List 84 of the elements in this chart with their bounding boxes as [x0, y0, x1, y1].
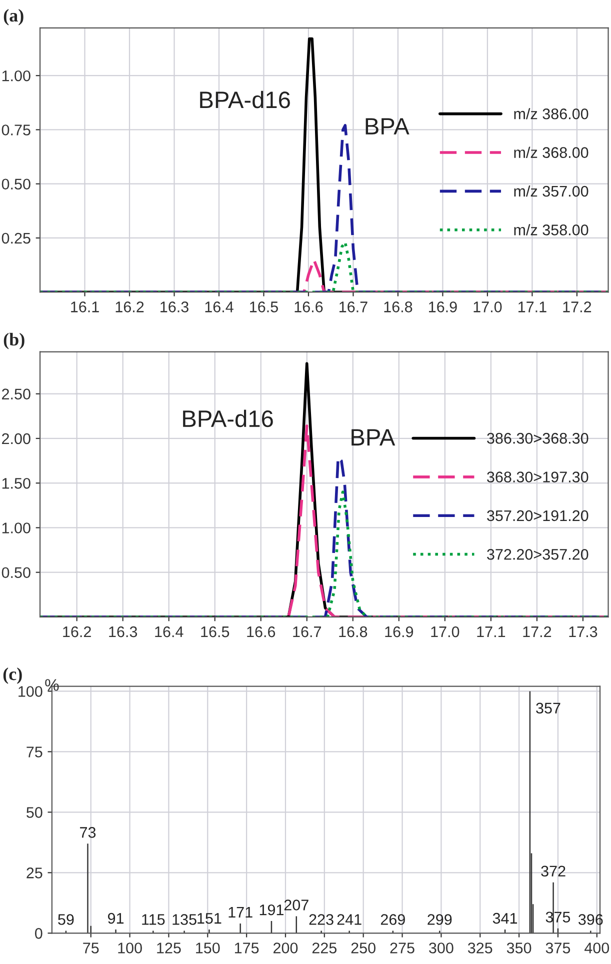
x-tick-label: 225 — [312, 942, 337, 954]
x-tick-label: 16.1 — [71, 302, 99, 312]
legend-label: m/z 358.00 — [514, 224, 588, 236]
legend-label: 386.30>368.30 — [487, 432, 588, 444]
x-tick-label: 16.9 — [385, 626, 414, 638]
y-tick-label: 0 — [35, 928, 42, 939]
x-tick-label: 400 — [584, 942, 610, 954]
x-tick-label: 325 — [468, 942, 492, 954]
annotation: 341 — [492, 912, 518, 924]
annotation: BPA-d16 — [200, 90, 290, 108]
x-tick-label: 350 — [506, 942, 532, 954]
chart-title: (c) — [3, 668, 22, 684]
x-tick-label: 16.6 — [247, 626, 276, 638]
legend-label: 368.30>197.30 — [487, 472, 588, 482]
annotation: 191 — [260, 904, 284, 916]
x-tick-label: 200 — [274, 942, 298, 954]
annotation: 73 — [80, 827, 96, 838]
annotation: 299 — [428, 914, 452, 925]
annotation: 241 — [337, 914, 362, 925]
annotation: 151 — [198, 913, 222, 924]
x-tick-label: 17.0 — [474, 302, 502, 312]
x-tick-label: 16.5 — [250, 302, 278, 312]
y-tick-label: 2.50 — [2, 388, 30, 400]
chart-title: (a) — [4, 8, 24, 26]
x-tick-label: 16.2 — [63, 626, 91, 638]
y-tick-label: 75 — [26, 746, 42, 758]
y-tick-label: 1.00 — [2, 522, 30, 534]
x-tick-label: 17.1 — [518, 302, 546, 312]
annotation: 372 — [541, 866, 566, 877]
x-tick-label: 16.7 — [293, 626, 321, 638]
x-tick-label: 16.4 — [155, 626, 184, 638]
x-tick-label: 175 — [234, 942, 259, 954]
y-tick-label: 0.50 — [2, 178, 30, 190]
x-tick-label: 16.3 — [160, 302, 188, 312]
x-tick-label: 16.4 — [205, 302, 234, 312]
x-tick-label: 300 — [429, 942, 454, 954]
y-tick-label: 50 — [26, 807, 42, 818]
x-tick-label: 375 — [546, 942, 570, 954]
x-tick-label: 16.5 — [201, 626, 230, 638]
legend-label: 372.20>357.20 — [487, 548, 588, 560]
annotation: 357 — [536, 702, 560, 714]
x-tick-label: 16.3 — [109, 626, 138, 638]
annotation: BPA — [352, 429, 396, 446]
y-tick-label: 1.50 — [2, 478, 30, 489]
annotation: 269 — [380, 914, 405, 925]
x-tick-label: 100 — [118, 942, 142, 954]
y-tick-label: 1.00 — [2, 70, 30, 82]
annotation: 115 — [142, 914, 165, 925]
legend-label: m/z 368.00 — [514, 146, 588, 158]
x-tick-label: 16.6 — [294, 302, 323, 312]
legend-label: m/z 357.00 — [514, 185, 588, 197]
x-tick-label: 17.2 — [523, 626, 552, 638]
y-tick-label: 0.50 — [2, 567, 30, 578]
annotation: BPA — [366, 118, 410, 134]
x-tick-label: 17.1 — [477, 626, 506, 638]
x-tick-label: 16.8 — [339, 626, 368, 638]
chart-title: (b) — [4, 332, 24, 350]
annotation: 223 — [309, 914, 334, 925]
y-tick-label: 0.75 — [2, 124, 30, 136]
y-tick-label: 0.25 — [2, 232, 30, 244]
x-tick-label: 17.0 — [431, 626, 460, 638]
x-tick-label: 17.2 — [563, 302, 592, 312]
y-tick-label: 2.00 — [2, 433, 30, 444]
y-tick-label: 100 — [18, 686, 42, 697]
annotation: 91 — [108, 912, 124, 924]
annotation: 171 — [228, 907, 252, 918]
legend-label: 357.20>191.20 — [487, 510, 588, 522]
annotation: 59 — [58, 914, 74, 925]
x-tick-label: 275 — [390, 942, 414, 954]
x-tick-label: 250 — [351, 942, 376, 954]
annotation: 135 — [172, 914, 196, 925]
y-tick-label: 25 — [26, 868, 42, 878]
annotation: 207 — [284, 900, 308, 910]
y-axis-title: % — [45, 679, 59, 691]
annotation: BPA-d16 — [183, 410, 273, 428]
legend-label: m/z 386.00 — [514, 108, 588, 120]
x-tick-label: 16.7 — [340, 302, 368, 312]
x-tick-label: 16.9 — [429, 302, 457, 312]
x-tick-label: 17.3 — [569, 626, 598, 638]
x-tick-label: 16.8 — [384, 302, 412, 312]
x-tick-label: 16.2 — [116, 302, 144, 312]
x-tick-label: 75 — [83, 942, 99, 954]
x-tick-label: 125 — [157, 942, 181, 954]
x-tick-label: 150 — [196, 942, 220, 954]
